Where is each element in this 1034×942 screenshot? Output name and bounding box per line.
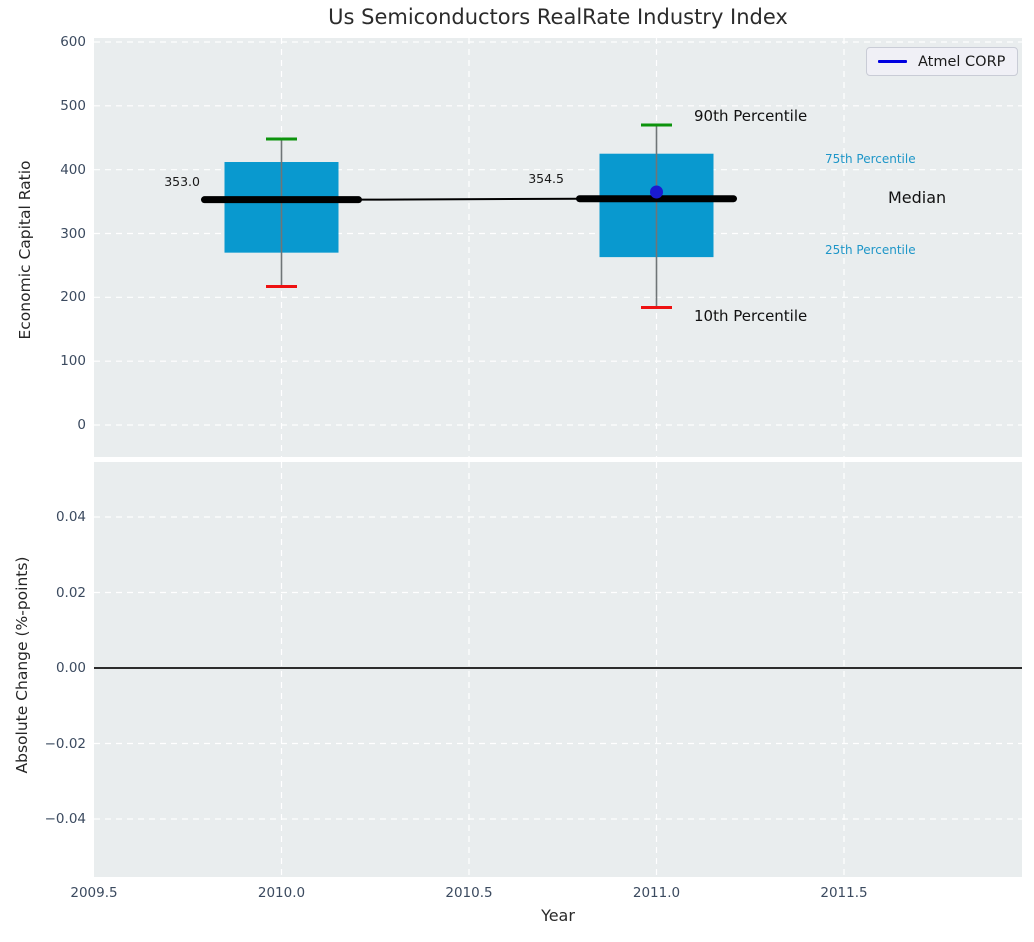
annotation-10th-percentile: 10th Percentile	[694, 307, 808, 325]
median-value-label-2010: 353.0	[164, 174, 200, 189]
x-tick-label: 2011.5	[820, 885, 868, 901]
y-tick-label-bottom: 0.04	[55, 509, 86, 525]
y-tick-label-top: 100	[60, 353, 86, 370]
annotation-25th-percentile: 25th Percentile	[825, 243, 916, 257]
annotation-90th-percentile: 90th Percentile	[694, 107, 808, 125]
top-plot-area: 90th Percentile 10th Percentile 75th Per…	[94, 38, 1022, 457]
x-tick-label: 2010.0	[257, 885, 306, 901]
y-tick-label-top: 500	[60, 97, 86, 114]
x-tick-label: 2011.0	[632, 885, 681, 901]
change-canvas	[94, 462, 1022, 877]
x-tick-label: 2009.5	[70, 885, 118, 901]
company-marker-dot	[650, 185, 663, 199]
y-tick-label-top: 400	[60, 161, 86, 178]
y-tick-label-bottom: 0.00	[55, 660, 86, 676]
y-tick-label-top: 300	[60, 225, 86, 242]
chart-title: Us Semiconductors RealRate Industry Inde…	[328, 5, 788, 29]
x-tick-label: 2010.5	[445, 885, 493, 901]
legend: Atmel CORP	[866, 47, 1018, 76]
annotation-75th-percentile: 75th Percentile	[825, 152, 916, 166]
legend-line-swatch	[878, 60, 907, 63]
y-tick-label-top: 200	[60, 289, 86, 306]
y-tick-label-bottom: 0.02	[55, 584, 86, 601]
y-tick-label-top: 600	[60, 34, 86, 50]
legend-label: Atmel CORP	[918, 53, 1006, 70]
y-tick-label-bottom: −0.04	[44, 811, 86, 827]
y-tick-label-bottom: −0.02	[44, 735, 86, 752]
boxplot-canvas	[94, 38, 1022, 457]
bottom-plot-area	[94, 462, 1022, 877]
x-axis-label: Year	[541, 906, 575, 925]
median-value-label-2011: 354.5	[528, 171, 564, 186]
y-axis-label-economic-capital-ratio: Economic Capital Ratio	[16, 160, 34, 340]
annotation-median: Median	[888, 188, 947, 207]
y-tick-label-top: 0	[77, 417, 86, 433]
median-connector-line	[358, 197, 580, 201]
